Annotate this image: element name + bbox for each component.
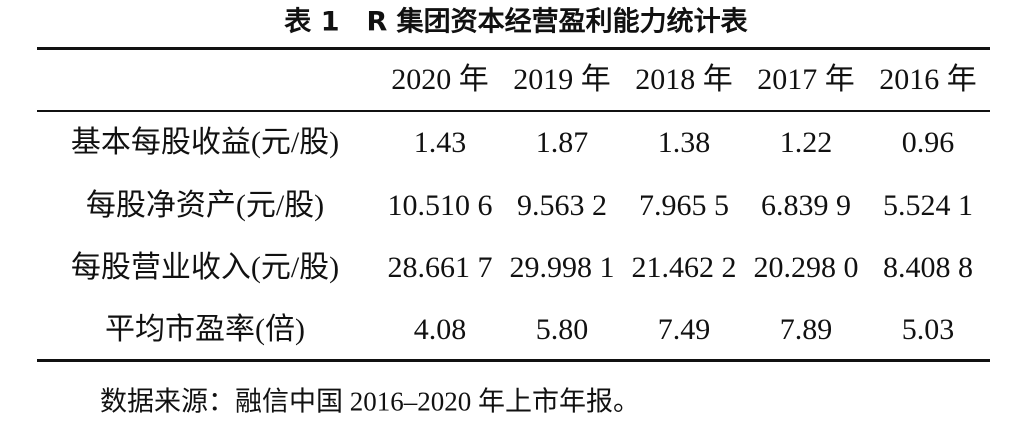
row-label: 每股净资产(元/股) [85,189,325,222]
column-header: 2019 年 [513,63,611,96]
table-cell: 7.89 [779,313,833,346]
table-cell: 20.298 0 [753,251,859,284]
table-cell: 5.03 [901,313,955,346]
table-cell: 7.965 5 [639,189,729,222]
table-cell: 7.49 [657,313,711,346]
table-cell: 6.839 9 [761,189,851,222]
table-cell: 10.510 6 [387,189,493,222]
table-cell: 1.43 [413,126,467,159]
table-cell: 5.524 1 [883,189,973,222]
column-header: 2016 年 [879,63,977,96]
table-cell: 1.87 [535,126,589,159]
table-cell: 29.998 1 [509,251,615,284]
bottom-rule [37,359,990,362]
table-cell: 1.22 [779,126,833,159]
table-cell: 28.661 7 [387,251,493,284]
row-label: 基本每股收益(元/股) [70,126,340,159]
table-cell: 8.408 8 [883,251,973,284]
column-header: 2017 年 [757,63,855,96]
top-rule [37,47,990,50]
table-cell: 4.08 [413,313,467,346]
table-cell: 5.80 [535,313,589,346]
table-cell: 21.462 2 [631,251,737,284]
table-title: 表 1 R 集团资本经营盈利能力统计表 [284,6,748,38]
table-cell: 1.38 [657,126,711,159]
table-cell: 0.96 [901,126,955,159]
table-cell: 9.563 2 [517,189,607,222]
column-header: 2020 年 [391,63,489,96]
header-rule [37,110,990,112]
row-label: 平均市盈率(倍) [105,313,305,346]
row-label: 每股营业收入(元/股) [70,251,340,284]
source-note: 数据来源：融信中国 2016–2020 年上市年报。 [100,386,640,417]
column-header: 2018 年 [635,63,733,96]
